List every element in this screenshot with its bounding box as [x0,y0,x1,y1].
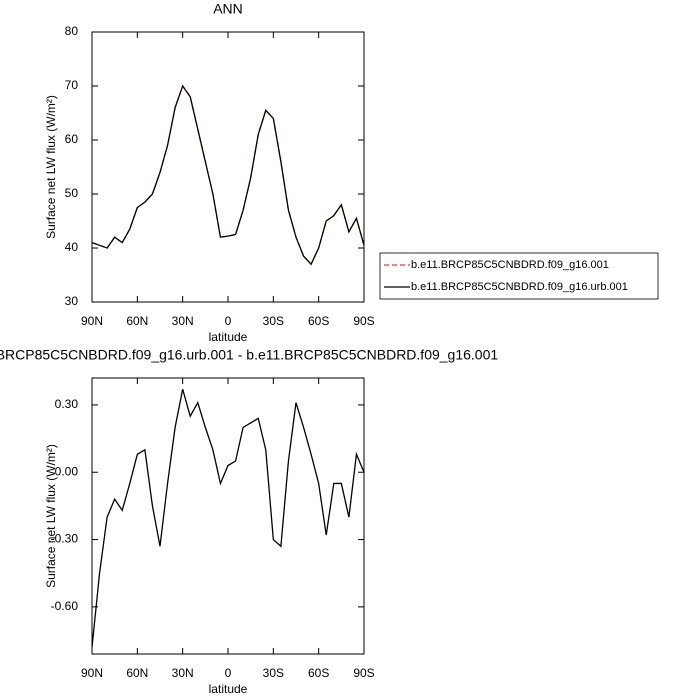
y-tick-label: 0.30 [55,397,79,411]
x-tick-label: 60N [126,314,148,328]
x-axis-label: latitude [209,682,248,696]
x-tick-label: 30N [172,666,194,680]
legend-label: b.e11.BRCP85C5CNBDRD.f09_g16.urb.001 [411,281,628,293]
data-line [91,84,365,266]
y-tick-label: 0.00 [55,464,79,478]
x-tick-label: 60S [308,666,329,680]
y-axis-label: Surface net LW flux (W/m²) [44,95,58,239]
y-tick-label: 70 [65,78,79,92]
x-axis-label: latitude [209,330,248,344]
x-tick-label: 30S [263,314,284,328]
x-tick-label: 0 [225,666,232,680]
y-tick-label: 60 [65,132,79,146]
plot-frame [91,31,365,303]
x-tick-label: 0 [225,314,232,328]
y-tick-label: 30 [65,294,79,308]
legend-box [379,252,659,300]
x-tick-label: 60S [308,314,329,328]
data-line [91,84,365,266]
y-tick-label: 40 [65,240,79,254]
x-tick-label: 90N [81,666,103,680]
x-tick-label: 60N [126,666,148,680]
chart-title: ANN [213,1,243,17]
x-tick-label: 90N [81,314,103,328]
x-tick-label: 30N [172,314,194,328]
y-tick-label: -0.30 [51,532,79,546]
y-tick-label: 80 [65,24,79,38]
chart-title: b.e11.BRCP85C5CNBDRD.f09_g16.urb.001 - b… [0,347,498,363]
x-tick-label: 90S [353,666,374,680]
y-axis-label: Surface net LW flux (W/m²) [44,444,58,588]
y-tick-label: 50 [65,186,79,200]
x-tick-label: 30S [263,666,284,680]
x-tick-label: 90S [353,314,374,328]
legend-label: b.e11.BRCP85C5CNBDRD.f09_g16.001 [411,259,609,271]
data-line [91,389,365,648]
y-tick-label: -0.60 [51,599,79,613]
